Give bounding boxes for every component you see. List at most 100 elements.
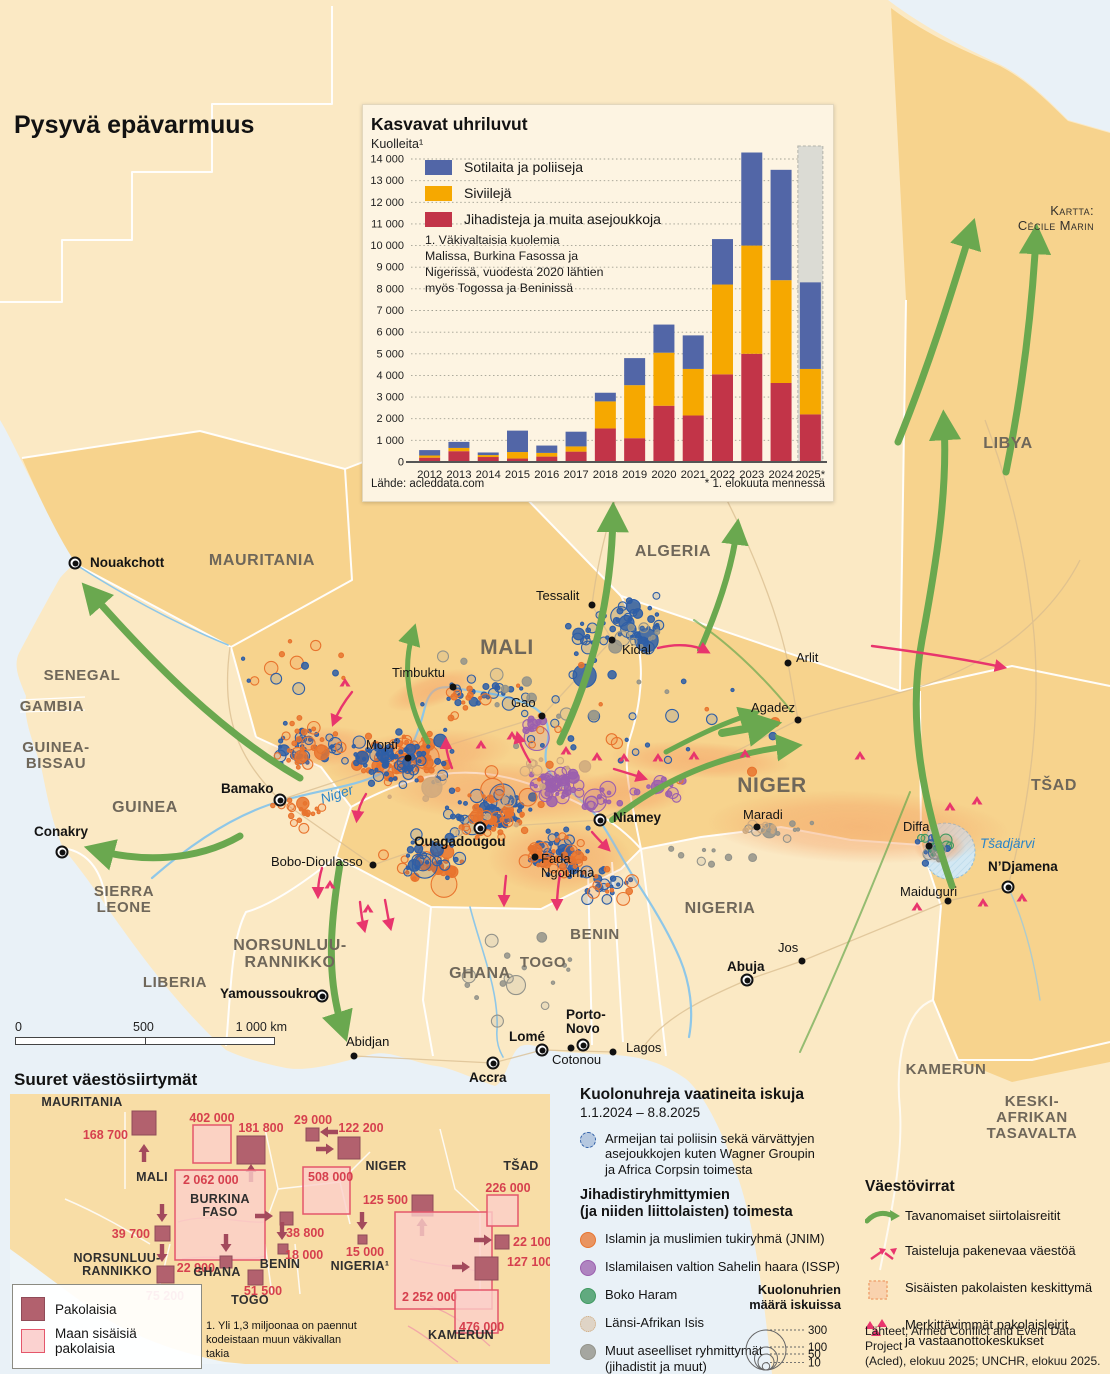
conflict-dot bbox=[456, 816, 461, 821]
conflict-dot bbox=[407, 858, 421, 872]
bar-segment bbox=[770, 383, 792, 462]
conflict-dot bbox=[295, 764, 301, 770]
conflict-dot bbox=[352, 735, 366, 749]
refugee-square bbox=[305, 1127, 320, 1142]
conflict-dot bbox=[705, 713, 718, 726]
conflict-dot bbox=[380, 753, 390, 763]
conflict-dot bbox=[281, 731, 291, 741]
inset-legend-label: Maan sisäisiä pakolaisia bbox=[55, 1326, 137, 1356]
conflict-dot bbox=[616, 882, 621, 887]
conflict-dot bbox=[332, 731, 339, 737]
other-dot-icon bbox=[580, 1344, 596, 1361]
legend-label: Sotilaita ja poliiseja bbox=[464, 159, 584, 175]
bar-segment bbox=[448, 447, 470, 452]
displacement-value: 181 800 bbox=[238, 1121, 283, 1135]
inset-country-label: NIGER bbox=[365, 1159, 406, 1173]
conflict-dot bbox=[627, 623, 635, 632]
conflict-dot bbox=[680, 678, 687, 685]
refugee-camp-icon bbox=[652, 753, 664, 762]
conflict-dot bbox=[395, 728, 403, 736]
size-circle bbox=[745, 1329, 787, 1371]
conflict-dot bbox=[538, 757, 544, 763]
flows-legend-icon bbox=[865, 1280, 905, 1305]
displacement-value: 2 252 000 bbox=[402, 1290, 458, 1304]
conflict-dot bbox=[295, 736, 302, 743]
conflict-dot bbox=[638, 643, 644, 649]
conflict-dot bbox=[455, 786, 461, 793]
conflict-dot bbox=[585, 825, 591, 831]
conflict-dot bbox=[484, 813, 492, 821]
bar-segment bbox=[477, 452, 499, 456]
conflict-dot bbox=[792, 827, 798, 833]
x-tick-label: 2025* bbox=[796, 469, 826, 481]
conflict-dot bbox=[388, 776, 394, 783]
legend-swatch bbox=[425, 185, 452, 201]
conflict-dot bbox=[533, 783, 538, 789]
conflict-dot bbox=[474, 995, 480, 1001]
conflict-dot bbox=[420, 702, 425, 707]
conflict-dot bbox=[607, 670, 617, 680]
y-tick-label: 6 000 bbox=[376, 327, 404, 339]
bar-segment bbox=[741, 353, 763, 462]
bar-segment bbox=[507, 452, 528, 459]
conflict-dot bbox=[730, 687, 735, 693]
conflict-dot bbox=[414, 778, 419, 783]
conflict-dot bbox=[598, 702, 603, 707]
conflict-dot bbox=[452, 851, 467, 866]
conflict-dot bbox=[287, 803, 297, 813]
conflict-dot bbox=[485, 695, 491, 700]
displacement-value: 127 100 bbox=[507, 1255, 550, 1269]
y-tick-label: 0 bbox=[398, 457, 404, 469]
bar-segment bbox=[507, 430, 528, 453]
conflict-dot bbox=[449, 682, 454, 687]
conflict-dot bbox=[445, 865, 459, 878]
conflict-dot bbox=[617, 601, 628, 611]
attacks-legend-item: Boko Haram bbox=[580, 1287, 855, 1305]
conflict-dot bbox=[278, 651, 286, 658]
conflict-dot bbox=[317, 803, 327, 812]
flows-legend-label: Taisteluja pakenevaa väestöä bbox=[905, 1243, 1076, 1258]
displacement-value: 476 000 bbox=[459, 1320, 504, 1334]
army-dot-icon bbox=[580, 1132, 596, 1148]
inset-country-label: GHANA bbox=[193, 1265, 240, 1279]
conflict-dot bbox=[495, 807, 500, 812]
displacement-inset: Suuret väestösiirtymät bbox=[10, 1068, 550, 1369]
inset-country-label: TOGO bbox=[231, 1293, 269, 1307]
conflict-dot bbox=[548, 863, 559, 874]
bar-segment bbox=[799, 414, 821, 462]
legend-swatch bbox=[425, 211, 452, 227]
attacks-legend-item: Muut aseelliset ryhmittymät (jihadistit … bbox=[580, 1343, 855, 1374]
bar-segment bbox=[624, 358, 646, 386]
conflict-dot bbox=[540, 1001, 550, 1011]
conflict-dot bbox=[475, 826, 486, 837]
conflict-dot bbox=[460, 657, 468, 665]
conflict-dot bbox=[372, 742, 377, 748]
conflict-dot bbox=[338, 652, 345, 659]
page-title: Pysyvä epävarmuus bbox=[14, 110, 255, 139]
y-tick-label: 3 000 bbox=[376, 392, 404, 404]
conflict-dot bbox=[296, 714, 303, 721]
refugee-camp-icon bbox=[977, 898, 989, 907]
conflict-dot bbox=[570, 850, 585, 865]
conflict-dot bbox=[302, 809, 309, 815]
conflict-dot bbox=[300, 728, 308, 736]
attacks-legend-label: Boko Haram bbox=[605, 1287, 678, 1303]
flows-legend-items: Tavanomaiset siirtolaisreitit Taisteluja … bbox=[864, 1208, 1103, 1348]
bar-segment bbox=[712, 239, 733, 285]
conflict-dot bbox=[685, 746, 691, 752]
conflict-dot bbox=[636, 679, 642, 685]
flows-legend-item: Tavanomaiset siirtolaisreitit bbox=[864, 1208, 1103, 1231]
idp-square bbox=[192, 1124, 232, 1164]
conflict-dot bbox=[465, 694, 472, 701]
conflict-dot bbox=[270, 672, 283, 685]
conflict-dot bbox=[560, 775, 570, 785]
conflict-dot bbox=[528, 807, 533, 812]
conflict-dot bbox=[501, 793, 516, 808]
conflict-dot bbox=[466, 685, 473, 692]
conflict-dot bbox=[464, 982, 471, 988]
conflict-dot bbox=[311, 726, 317, 732]
conflict-dot bbox=[484, 765, 499, 779]
conflict-dot bbox=[521, 964, 528, 971]
credit-label: Kartta: bbox=[1050, 203, 1094, 218]
refugee-camp-icon bbox=[506, 731, 518, 740]
